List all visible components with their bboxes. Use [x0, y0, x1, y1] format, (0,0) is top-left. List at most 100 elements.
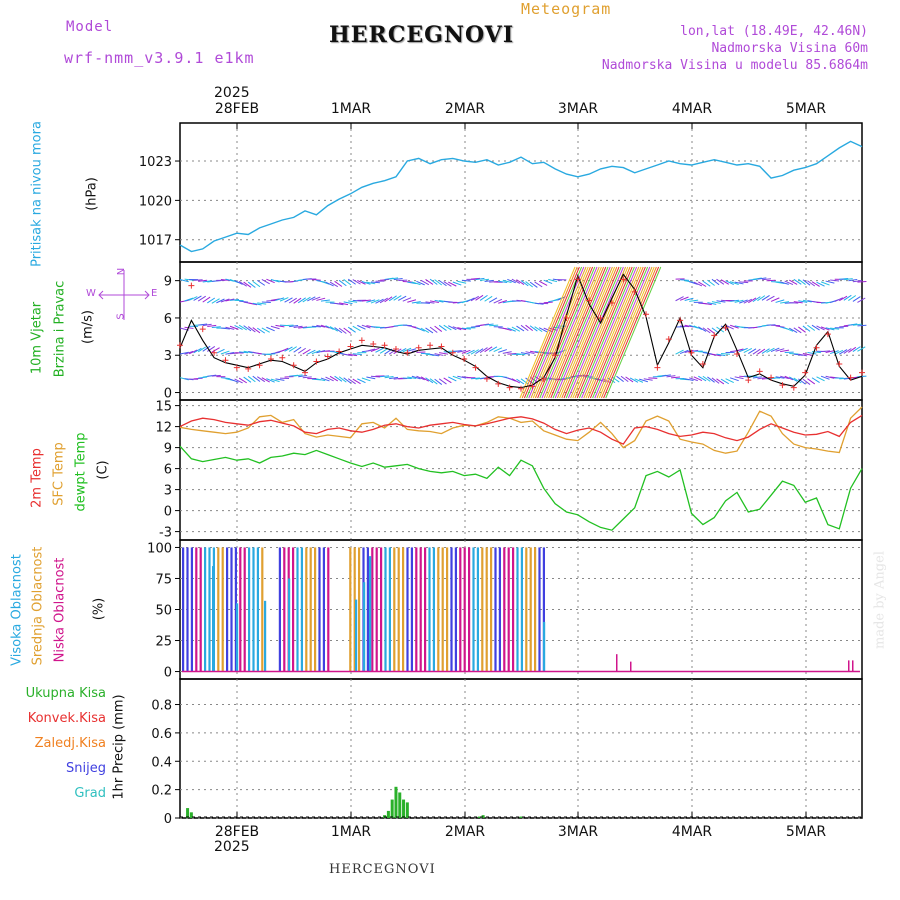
wind-arrow: [470, 325, 480, 328]
wind-arrow: [484, 295, 493, 302]
wind-arrow: [816, 376, 825, 382]
wind-arrow: [857, 324, 867, 327]
wind-arrow: [420, 327, 430, 333]
wind-arrow: [734, 376, 744, 380]
wind-arrow: [352, 279, 361, 285]
wind-arrow: [361, 299, 371, 302]
wind-arrow: [784, 280, 794, 286]
cloud-bar: [230, 547, 233, 672]
wind-arrow: [498, 349, 507, 353]
wind-arrow: [529, 325, 538, 332]
compass-rose-icon: [98, 270, 150, 320]
model-name: wrf-nmm_v3.9.1 e1km: [64, 49, 255, 67]
wind-arrow: [720, 279, 730, 285]
wind-gust-point: [597, 314, 604, 321]
cloud-bar: [402, 547, 405, 672]
y-tick-label: 3: [164, 349, 172, 364]
wind-gust-point: [495, 380, 502, 387]
cloud-bar: [248, 547, 251, 672]
wind-gust-point: [279, 354, 286, 361]
wind-gust-point: [438, 343, 445, 350]
wind-gust-point: [358, 337, 365, 344]
wind-arrow: [466, 349, 475, 355]
cloud-bar: [472, 547, 475, 672]
wind-arrow: [702, 375, 711, 382]
x-tick-label-top: 3MAR: [558, 101, 599, 117]
wind-arrow: [643, 378, 653, 381]
wind-arrow: [375, 298, 384, 304]
cloud-bar: [512, 547, 515, 672]
wind-arrow: [366, 348, 376, 352]
wind-storm-arrow: [550, 266, 607, 399]
wind-arrow: [507, 278, 516, 284]
wind-arrow: [452, 350, 462, 353]
wind-arrow: [534, 302, 544, 305]
y-tick-label: 0.6: [151, 727, 172, 742]
wind-arrow: [761, 348, 770, 354]
wind-arrow: [438, 378, 447, 385]
wind-arrow: [529, 281, 538, 288]
wind-arrow: [388, 348, 397, 355]
cloud-bar: [264, 600, 267, 672]
wind-arrow: [684, 297, 694, 302]
wind-storm-arrow: [572, 266, 629, 399]
wind-gust-point: [688, 349, 695, 356]
wind-arrow: [425, 301, 435, 304]
wind-arrow: [357, 324, 366, 330]
wind-arrow: [484, 346, 493, 353]
wind-arrow: [475, 294, 484, 301]
wind-storm-arrow: [589, 266, 646, 399]
wind-arrow: [334, 375, 343, 382]
wind-gust-point: [256, 362, 263, 369]
wind-arrow: [520, 352, 530, 355]
wind-arrow: [825, 327, 835, 331]
wind-arrow: [520, 324, 529, 332]
panel-pressure: 1017 1020 1023: [139, 122, 863, 263]
wind-arrow: [729, 377, 739, 382]
wind-arrow: [207, 374, 217, 377]
wind-arrow: [297, 297, 306, 304]
wind-arrow: [197, 295, 206, 302]
wind-arrow: [534, 326, 543, 333]
wind-arrow: [538, 280, 548, 286]
wind-arrow: [416, 327, 425, 332]
wind-arrow: [793, 278, 802, 285]
wind-gust-point: [324, 353, 331, 360]
wind-arrow: [457, 375, 467, 379]
wind-arrow: [361, 324, 371, 329]
wind-arrow: [193, 347, 202, 354]
wind-arrow: [334, 327, 343, 334]
wind-arrow: [843, 294, 852, 301]
wind-arrow: [825, 375, 835, 379]
wind-arrow: [538, 327, 548, 333]
wind-arrow: [352, 378, 361, 385]
wind-gust-point: [336, 348, 343, 355]
wind-arrow: [493, 298, 503, 304]
wind-gust-point: [211, 349, 218, 356]
wind-arrow: [407, 348, 417, 352]
wind-arrow: [261, 301, 271, 303]
precip-bar: [186, 808, 190, 818]
y-tick-label: 50: [155, 604, 172, 619]
wind-arrow: [452, 375, 462, 380]
wind-arrow: [275, 297, 285, 301]
cloud-bar: [292, 547, 295, 672]
cloud-bar: [503, 547, 506, 672]
cloud-bar: [490, 547, 493, 672]
wind-storm-arrow: [567, 266, 624, 399]
wind-arrow: [661, 374, 671, 377]
wind-arrow: [502, 327, 512, 331]
y-tick-label: 25: [155, 635, 172, 650]
wind-gust-point: [370, 341, 377, 348]
wind-arrow: [793, 377, 802, 384]
wind-arrow: [857, 346, 866, 352]
panel-precip: 0 0.2 0.4 0.6 0.8: [151, 678, 863, 827]
y-tick-label: 1017: [139, 234, 172, 249]
wind-storm-arrow: [532, 266, 589, 399]
wind-arrow: [325, 376, 334, 382]
wind-storm-arrow: [587, 266, 644, 399]
wind-arrow: [448, 325, 457, 331]
cloud-bar: [261, 547, 264, 672]
wind-gust-point: [404, 349, 411, 356]
